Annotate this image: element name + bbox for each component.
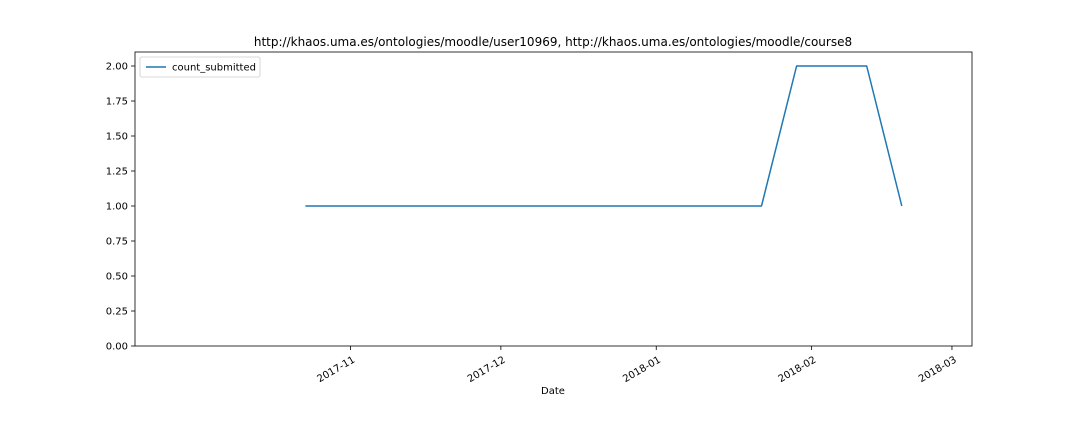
y-tick-label: 0.75: [106, 237, 128, 248]
x-tick-label: 2017-12: [466, 355, 508, 385]
y-tick-label: 0.00: [106, 342, 128, 353]
x-tick-label: 2017-11: [316, 355, 358, 385]
x-axis-label: Date: [541, 386, 565, 397]
plot-area: [134, 51, 973, 347]
legend: count_submitted: [139, 56, 261, 78]
series-layer: [305, 65, 903, 207]
x-axis: 2017-11 2017-12 2018-01 2018-02 2018-03: [316, 346, 959, 385]
y-tick-label: 2.00: [106, 62, 128, 73]
y-tick-label: 1.00: [106, 202, 128, 213]
y-tick-label: 1.75: [106, 97, 128, 108]
y-tick-label: 1.50: [106, 132, 128, 143]
legend-box: [139, 56, 261, 78]
plot-frame: [134, 51, 973, 347]
legend-label: count_submitted: [172, 63, 256, 74]
y-tick-label: 0.25: [106, 307, 128, 318]
y-tick-label: 1.25: [106, 167, 128, 178]
x-tick-label: 2018-02: [777, 355, 819, 385]
series-line-count-submitted: [305, 65, 903, 207]
chart-title: http://khaos.uma.es/ontologies/moodle/us…: [254, 35, 852, 49]
y-axis: 0.00 0.25 0.50 0.75 1.00 1.25 1.50 1.75 2.00: [106, 62, 135, 353]
x-tick-label: 2018-01: [621, 355, 663, 385]
x-tick-label: 2018-03: [917, 355, 959, 385]
y-tick-label: 0.50: [106, 272, 128, 283]
